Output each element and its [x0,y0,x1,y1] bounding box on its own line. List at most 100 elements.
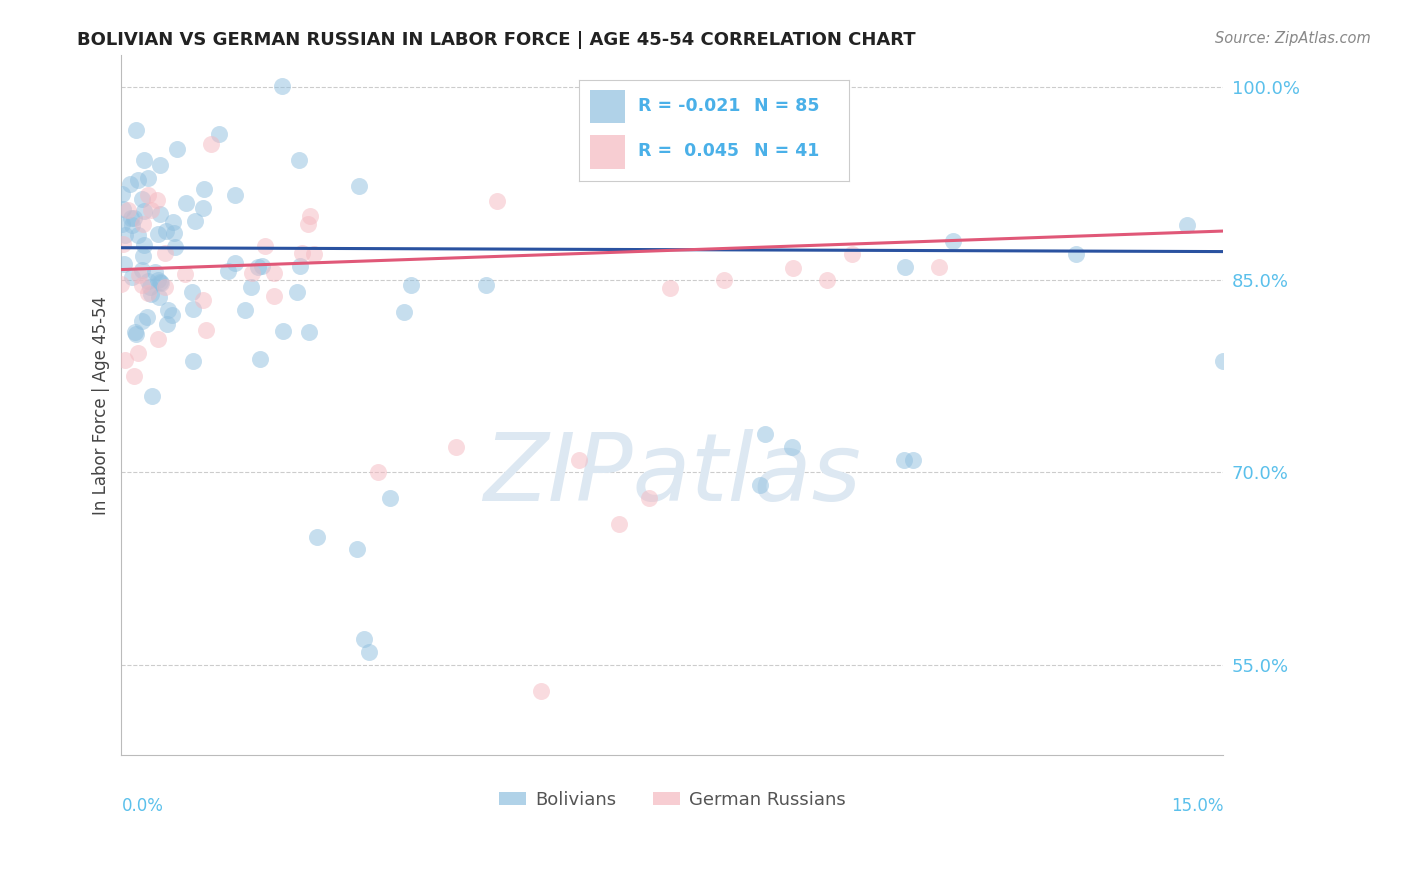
Point [138,279,160,293]
Point [1175,218,1198,232]
Point [191,201,214,215]
Point [121,218,143,232]
Point [297,217,319,231]
Point [114,228,136,243]
Point [124,326,146,340]
Point [242,266,264,280]
Point [353,632,375,647]
Point [121,269,143,284]
Point [893,452,915,467]
Point [112,257,135,271]
Point [157,302,180,317]
Point [607,516,630,531]
Point [163,240,186,254]
Point [302,247,325,261]
Point [475,277,498,292]
Point [176,196,198,211]
Point [131,277,153,292]
Point [160,308,183,322]
Point [148,332,170,346]
Point [138,285,160,300]
Point [120,211,142,226]
Point [131,263,153,277]
Point [200,136,222,151]
Point [658,281,681,295]
Point [217,264,239,278]
Point [1212,353,1234,368]
Point [112,237,135,252]
Point [181,302,204,317]
Point [149,207,172,221]
Point [148,290,170,304]
Point [148,227,170,242]
Point [132,153,155,167]
Point [162,214,184,228]
Point [297,325,319,339]
Point [901,452,924,467]
Point [485,194,508,209]
Point [287,153,309,167]
Point [191,293,214,308]
Text: Source: ZipAtlas.com: Source: ZipAtlas.com [1215,31,1371,46]
Point [367,466,389,480]
Point [166,142,188,156]
Point [346,542,368,557]
Point [233,302,256,317]
Point [132,217,155,231]
Point [299,209,322,223]
Point [748,478,770,492]
Point [754,426,776,441]
Point [128,268,150,282]
Point [347,179,370,194]
Point [942,235,965,249]
Point [252,259,274,273]
Point [127,173,149,187]
Point [568,452,591,467]
Point [132,249,155,263]
Point [815,273,838,287]
Point [134,237,156,252]
Point [444,440,467,454]
Point [271,324,294,338]
Text: BOLIVIAN VS GERMAN RUSSIAN IN LABOR FORCE | AGE 45-54 CORRELATION CHART: BOLIVIAN VS GERMAN RUSSIAN IN LABOR FORC… [77,31,915,49]
Point [305,530,328,544]
Point [136,310,159,324]
Legend: Bolivians, German Russians: Bolivians, German Russians [492,783,852,816]
Point [288,259,311,273]
Point [224,187,246,202]
Point [136,170,159,185]
Point [118,177,141,191]
Point [928,260,950,274]
Point [134,204,156,219]
Point [637,491,659,505]
Point [394,304,416,318]
Point [247,260,270,274]
Point [894,260,917,274]
Point [111,202,134,216]
Point [145,265,167,279]
Point [114,353,136,368]
Point [253,239,276,253]
Point [194,323,217,337]
Point [136,274,159,288]
Point [181,285,204,299]
Point [139,203,162,218]
Text: 0.0%: 0.0% [121,797,163,814]
Point [122,211,145,226]
Point [263,288,285,302]
Point [131,314,153,328]
Point [782,261,804,276]
Point [841,246,863,260]
Point [1066,247,1088,261]
Point [150,276,173,290]
Point [138,188,160,202]
Point [208,127,231,141]
Point [153,245,176,260]
Point [149,159,172,173]
Point [193,182,215,196]
Point [399,277,422,292]
Point [153,279,176,293]
Point [270,78,292,93]
Point [149,275,172,289]
Point [240,280,263,294]
